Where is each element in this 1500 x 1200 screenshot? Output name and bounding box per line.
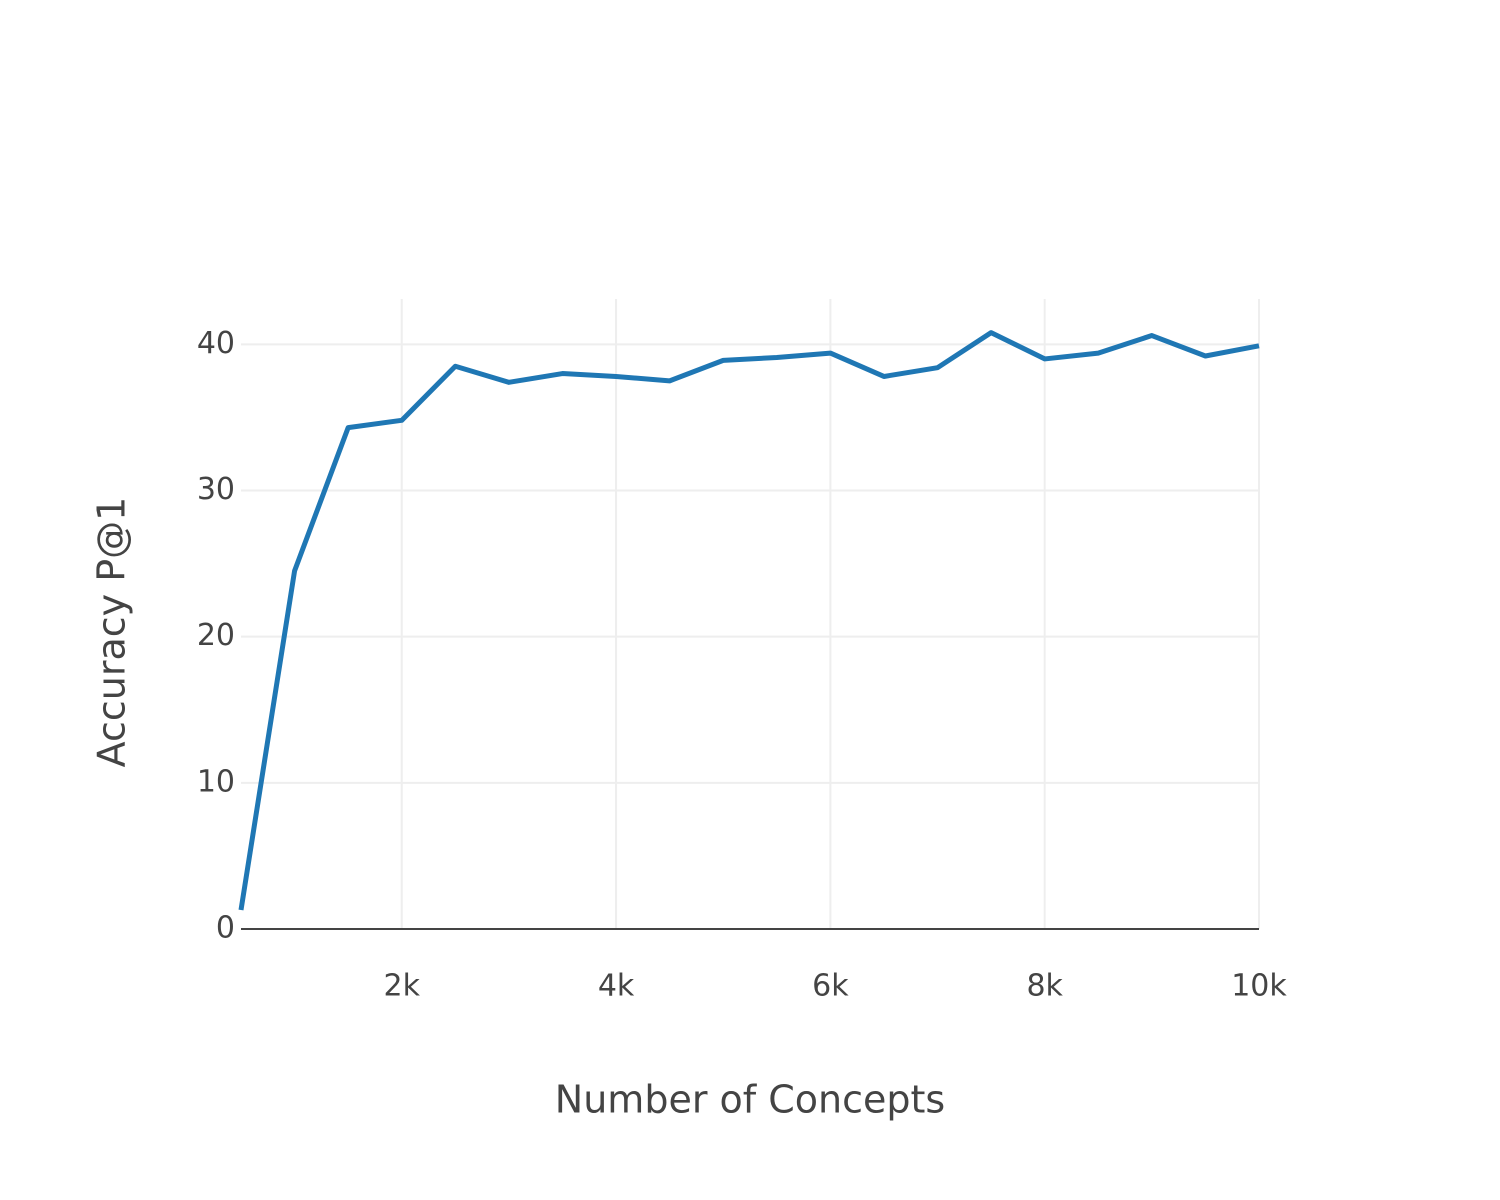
y-tick-label: 10: [197, 764, 235, 799]
x-tick-label: 10k: [1231, 969, 1287, 1004]
x-tick-label: 6k: [812, 969, 849, 1004]
data-line: [238, 330, 1260, 911]
x-tick-label: 4k: [598, 969, 635, 1004]
y-tick-label: 20: [197, 618, 235, 653]
y-tick-label: 30: [197, 472, 235, 507]
y-axis-title: Accuracy P@1: [90, 497, 134, 768]
y-tick-label: 0: [216, 911, 235, 946]
x-tick-label: 8k: [1026, 969, 1063, 1004]
x-tick-label: 2k: [384, 969, 421, 1004]
x-axis-title: Number of Concepts: [555, 1078, 945, 1122]
y-tick-label: 40: [197, 326, 235, 361]
